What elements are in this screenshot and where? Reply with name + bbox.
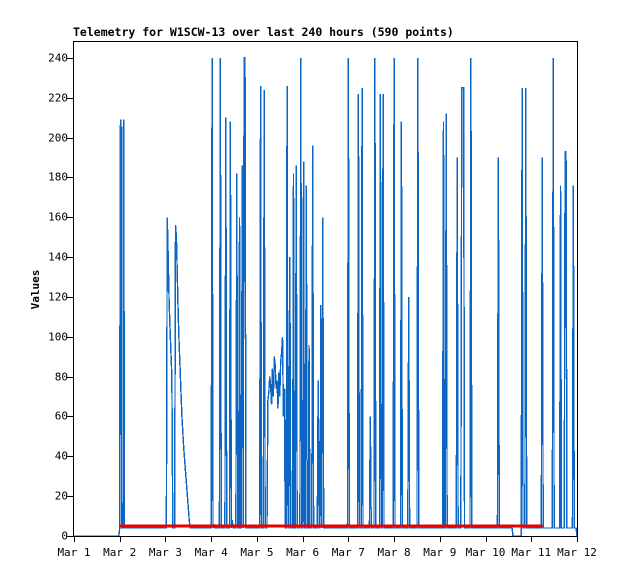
x-axis-tick-label: Mar 3	[148, 546, 183, 559]
x-axis-tick-mark	[531, 536, 532, 542]
x-axis-tick-mark	[211, 536, 212, 542]
y-axis-tick-label: 20	[54, 489, 68, 503]
y-axis-tick-label: 240	[48, 51, 68, 65]
x-axis-tick-mark	[74, 536, 75, 542]
y-axis-tick-label: 160	[48, 210, 68, 224]
x-axis-tick-mark	[577, 536, 578, 542]
x-axis-tick-label: Mar 12	[557, 546, 597, 559]
x-axis-tick-label: Mar 8	[377, 546, 411, 559]
y-axis-tick-label: 220	[48, 91, 68, 105]
y-axis-tick-mark	[67, 177, 73, 178]
y-axis-tick-label: 80	[54, 370, 68, 384]
y-axis-tick-mark	[67, 98, 73, 99]
y-axis-tick-label: 140	[48, 250, 68, 264]
x-axis-tick-label: Mar 2	[103, 546, 137, 559]
x-axis-tick-mark	[165, 536, 166, 542]
telemetry-series-line	[74, 57, 577, 536]
y-axis-tick-mark	[67, 257, 73, 258]
y-axis-tick-mark	[67, 337, 73, 338]
x-axis-tick-label: Mar 9	[423, 546, 457, 559]
x-axis-tick-label: Mar 11	[511, 546, 552, 559]
y-axis-tick-label: 180	[48, 170, 68, 184]
y-axis-tick-mark	[67, 58, 73, 59]
plot-canvas	[74, 57, 577, 536]
x-axis-tick-mark	[303, 536, 304, 542]
y-axis-tick-label: 0	[61, 529, 68, 543]
x-axis-tick-mark	[120, 536, 121, 542]
x-axis-tick-mark	[257, 536, 258, 542]
x-axis-tick-mark	[486, 536, 487, 542]
x-axis-tick-label: Mar 7	[331, 546, 365, 559]
plot-area	[73, 41, 578, 537]
x-axis-tick-label: Mar 10	[465, 546, 506, 559]
y-axis-tick-label: 60	[54, 409, 68, 423]
y-axis-tick-label: 120	[48, 290, 68, 304]
x-axis-tick-label: Mar 4	[194, 546, 228, 559]
x-axis-tick-label: Mar 1	[57, 546, 91, 559]
y-axis-tick-mark	[67, 416, 73, 417]
x-axis-tick-label: Mar 5	[240, 546, 274, 559]
y-axis-tick-mark	[67, 217, 73, 218]
y-axis-tick-mark	[67, 297, 73, 298]
y-axis-tick-mark	[67, 456, 73, 457]
y-axis-tick-mark	[67, 377, 73, 378]
y-axis-tick-label: 40	[54, 449, 68, 463]
y-axis-tick-labels: 0 20 40 60 80 100 120 140 160 180 200 220 240	[34, 0, 68, 579]
x-axis-tick-mark	[348, 536, 349, 542]
x-axis-tick-mark	[440, 536, 441, 542]
y-axis-tick-mark	[67, 496, 73, 497]
x-axis-tick-mark	[394, 536, 395, 542]
x-axis-tick-label: Mar 6	[286, 546, 320, 559]
page-title: Telemetry for W1SCW-13 over last 240 hou…	[73, 25, 454, 39]
y-axis-tick-mark	[67, 138, 73, 139]
y-axis-tick-label: 200	[48, 131, 68, 145]
y-axis-tick-label: 100	[48, 330, 68, 344]
y-axis-tick-mark	[67, 536, 73, 537]
